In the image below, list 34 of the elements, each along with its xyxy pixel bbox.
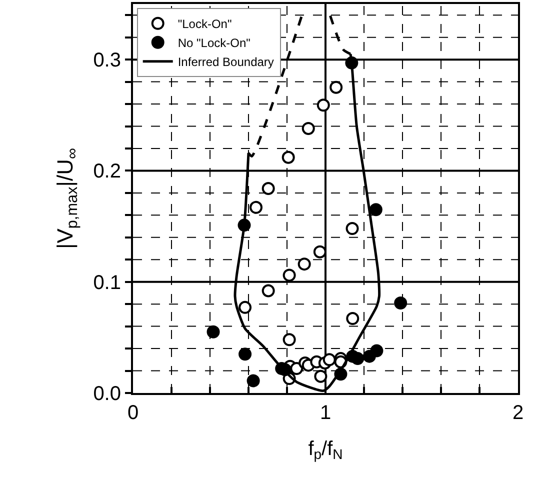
x-tick-label: 2 bbox=[512, 402, 524, 424]
y-tick-label: 0.0 bbox=[93, 383, 121, 405]
point bbox=[313, 245, 326, 258]
point bbox=[246, 374, 260, 388]
legend-label: No "Lock-On" bbox=[178, 36, 250, 50]
y-tick-label: 0.3 bbox=[93, 50, 121, 72]
x-tick-label: 1 bbox=[320, 402, 332, 424]
x-axis-title: f$_{p}$/f$_{N}$ bbox=[308, 438, 343, 462]
point bbox=[298, 258, 311, 271]
point bbox=[238, 348, 252, 361]
point bbox=[302, 122, 315, 135]
y-tick-label: 0.2 bbox=[93, 160, 121, 183]
point bbox=[262, 182, 275, 195]
legend-label: "Lock-On" bbox=[178, 17, 232, 32]
point bbox=[370, 344, 384, 358]
point bbox=[250, 200, 263, 214]
legend-label: Inferred Boundary bbox=[178, 55, 274, 70]
x-tick-label: 0 bbox=[127, 402, 139, 424]
y-tick-label: 0.1 bbox=[93, 272, 121, 294]
point bbox=[351, 352, 364, 366]
point bbox=[316, 98, 330, 112]
point bbox=[322, 353, 336, 366]
point bbox=[394, 296, 408, 310]
point bbox=[282, 333, 296, 346]
point bbox=[369, 203, 382, 216]
point bbox=[282, 268, 296, 282]
point bbox=[330, 80, 343, 94]
point bbox=[346, 222, 359, 236]
point bbox=[314, 370, 328, 383]
point bbox=[346, 312, 360, 326]
point bbox=[206, 325, 220, 338]
point bbox=[282, 150, 295, 164]
point bbox=[238, 300, 252, 314]
point bbox=[262, 284, 275, 298]
